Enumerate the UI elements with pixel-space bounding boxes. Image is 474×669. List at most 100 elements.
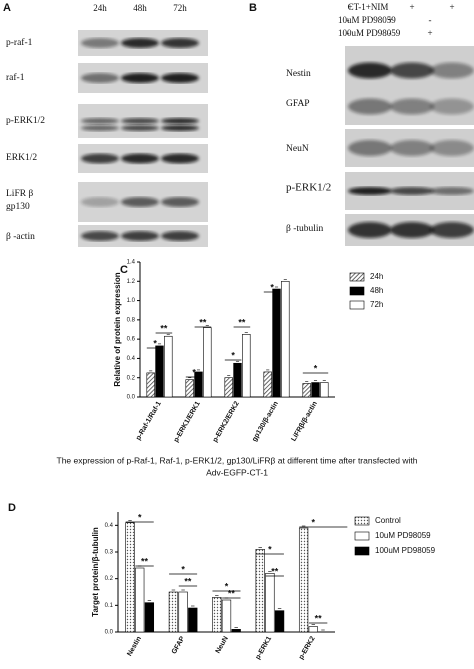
blot-band bbox=[161, 38, 199, 48]
blot-band bbox=[81, 125, 119, 131]
bar bbox=[274, 610, 285, 633]
row-label: ERK1/2 bbox=[6, 153, 37, 163]
blot-band bbox=[390, 98, 434, 115]
bar bbox=[302, 383, 311, 398]
row-label: β -actin bbox=[6, 232, 35, 242]
treatment-sign: + bbox=[347, 2, 352, 12]
row-label: GFAP bbox=[286, 99, 310, 109]
blot-band bbox=[121, 197, 159, 207]
blot-band bbox=[161, 125, 199, 131]
blot-band bbox=[348, 187, 392, 195]
significance-label: * bbox=[153, 338, 157, 348]
caption: The expression of p-Raf-1, Raf-1, p-ERK1… bbox=[57, 455, 418, 465]
y-tick-label: 0.4 bbox=[127, 356, 136, 362]
panel-label: D bbox=[8, 502, 16, 514]
blot-band bbox=[121, 231, 159, 241]
row-label: β -tubulin bbox=[286, 224, 324, 234]
legend-swatch bbox=[349, 272, 365, 282]
caption: Adv-EGFP-CT-1 bbox=[206, 467, 268, 477]
legend-label: Control bbox=[375, 516, 401, 525]
treatment-sign: - bbox=[389, 28, 392, 38]
significance-label: * bbox=[268, 544, 272, 554]
significance-label: * bbox=[181, 564, 185, 574]
legend-label: 100uM PD98059 bbox=[375, 546, 436, 555]
legend-swatch bbox=[354, 546, 370, 556]
x-tick-label: GFAP bbox=[171, 635, 187, 655]
blot-band bbox=[81, 197, 119, 207]
significance-label: ** bbox=[228, 588, 236, 598]
lane-label: 48h bbox=[133, 3, 147, 13]
row-label: Nestin bbox=[286, 69, 311, 79]
y-tick-label: 0.0 bbox=[127, 395, 136, 401]
row-label: NeuN bbox=[286, 144, 309, 154]
bar bbox=[125, 522, 135, 633]
lane-label: 72h bbox=[173, 3, 187, 13]
significance-label: ** bbox=[141, 556, 149, 566]
treatment-label: CT-1+NIM bbox=[348, 2, 389, 12]
significance-label: * bbox=[192, 367, 196, 377]
blot-band bbox=[348, 62, 392, 79]
y-tick-label: 1.0 bbox=[127, 298, 136, 304]
bar bbox=[255, 549, 265, 633]
legend-swatch bbox=[354, 516, 370, 526]
bar bbox=[168, 591, 179, 633]
blot-band bbox=[348, 98, 392, 115]
bar bbox=[194, 371, 203, 398]
row-label: raf-1 bbox=[6, 72, 25, 83]
blot-band bbox=[348, 222, 392, 238]
blot-band bbox=[121, 38, 159, 48]
treatment-sign: + bbox=[449, 2, 454, 12]
bar bbox=[135, 567, 145, 633]
blot-band bbox=[161, 153, 199, 164]
blot-band bbox=[121, 153, 159, 164]
y-tick-label: 0.2 bbox=[127, 375, 136, 381]
blot-band bbox=[390, 187, 434, 195]
y-tick-label: 0.0 bbox=[105, 630, 114, 636]
blot-band bbox=[161, 73, 199, 83]
significance-label: ** bbox=[199, 317, 207, 327]
blot-band bbox=[390, 62, 434, 79]
significance-label: ** bbox=[160, 323, 168, 333]
blot-band bbox=[81, 38, 119, 48]
treatment-sign: + bbox=[427, 28, 432, 38]
bar bbox=[203, 327, 212, 398]
blot-band bbox=[390, 140, 434, 156]
legend-label: 72h bbox=[370, 300, 383, 309]
blot-band bbox=[121, 125, 159, 131]
blot-band bbox=[121, 73, 159, 83]
bar bbox=[155, 345, 164, 398]
y-tick-label: 0.6 bbox=[127, 337, 136, 343]
blot-band bbox=[430, 140, 474, 156]
legend-swatch bbox=[349, 286, 365, 296]
y-tick-label: 0.2 bbox=[105, 576, 114, 582]
y-tick-label: 0.4 bbox=[105, 523, 114, 529]
treatment-sign: + bbox=[387, 15, 392, 25]
significance-label: * bbox=[231, 350, 235, 360]
bar bbox=[221, 599, 232, 633]
blot-band bbox=[81, 118, 119, 124]
blot-band bbox=[161, 118, 199, 124]
bar bbox=[242, 334, 251, 398]
blot-band bbox=[81, 231, 119, 241]
bar bbox=[265, 573, 275, 633]
legend-label: 24h bbox=[370, 272, 383, 281]
bar bbox=[212, 597, 222, 633]
treatment-sign: - bbox=[429, 15, 432, 25]
panel-label: B bbox=[249, 2, 257, 14]
blot-band bbox=[430, 98, 474, 115]
x-tick-label: gp130/β-actin bbox=[251, 400, 280, 443]
x-tick-label: NeuN bbox=[215, 635, 230, 654]
bar bbox=[185, 379, 194, 398]
x-tick-label: p-ERK2/ERK2 bbox=[212, 400, 241, 443]
y-tick-label: 1.2 bbox=[127, 279, 136, 285]
blot-band bbox=[430, 187, 474, 195]
y-tick-label: 0.3 bbox=[105, 550, 114, 556]
lane-label: 24h bbox=[93, 3, 107, 13]
y-axis-title: Target protein/β-tubulin bbox=[91, 527, 100, 617]
bar bbox=[263, 371, 272, 398]
bar bbox=[144, 602, 155, 633]
significance-label: ** bbox=[271, 566, 279, 576]
blot-band bbox=[390, 222, 434, 238]
bar bbox=[146, 372, 155, 398]
